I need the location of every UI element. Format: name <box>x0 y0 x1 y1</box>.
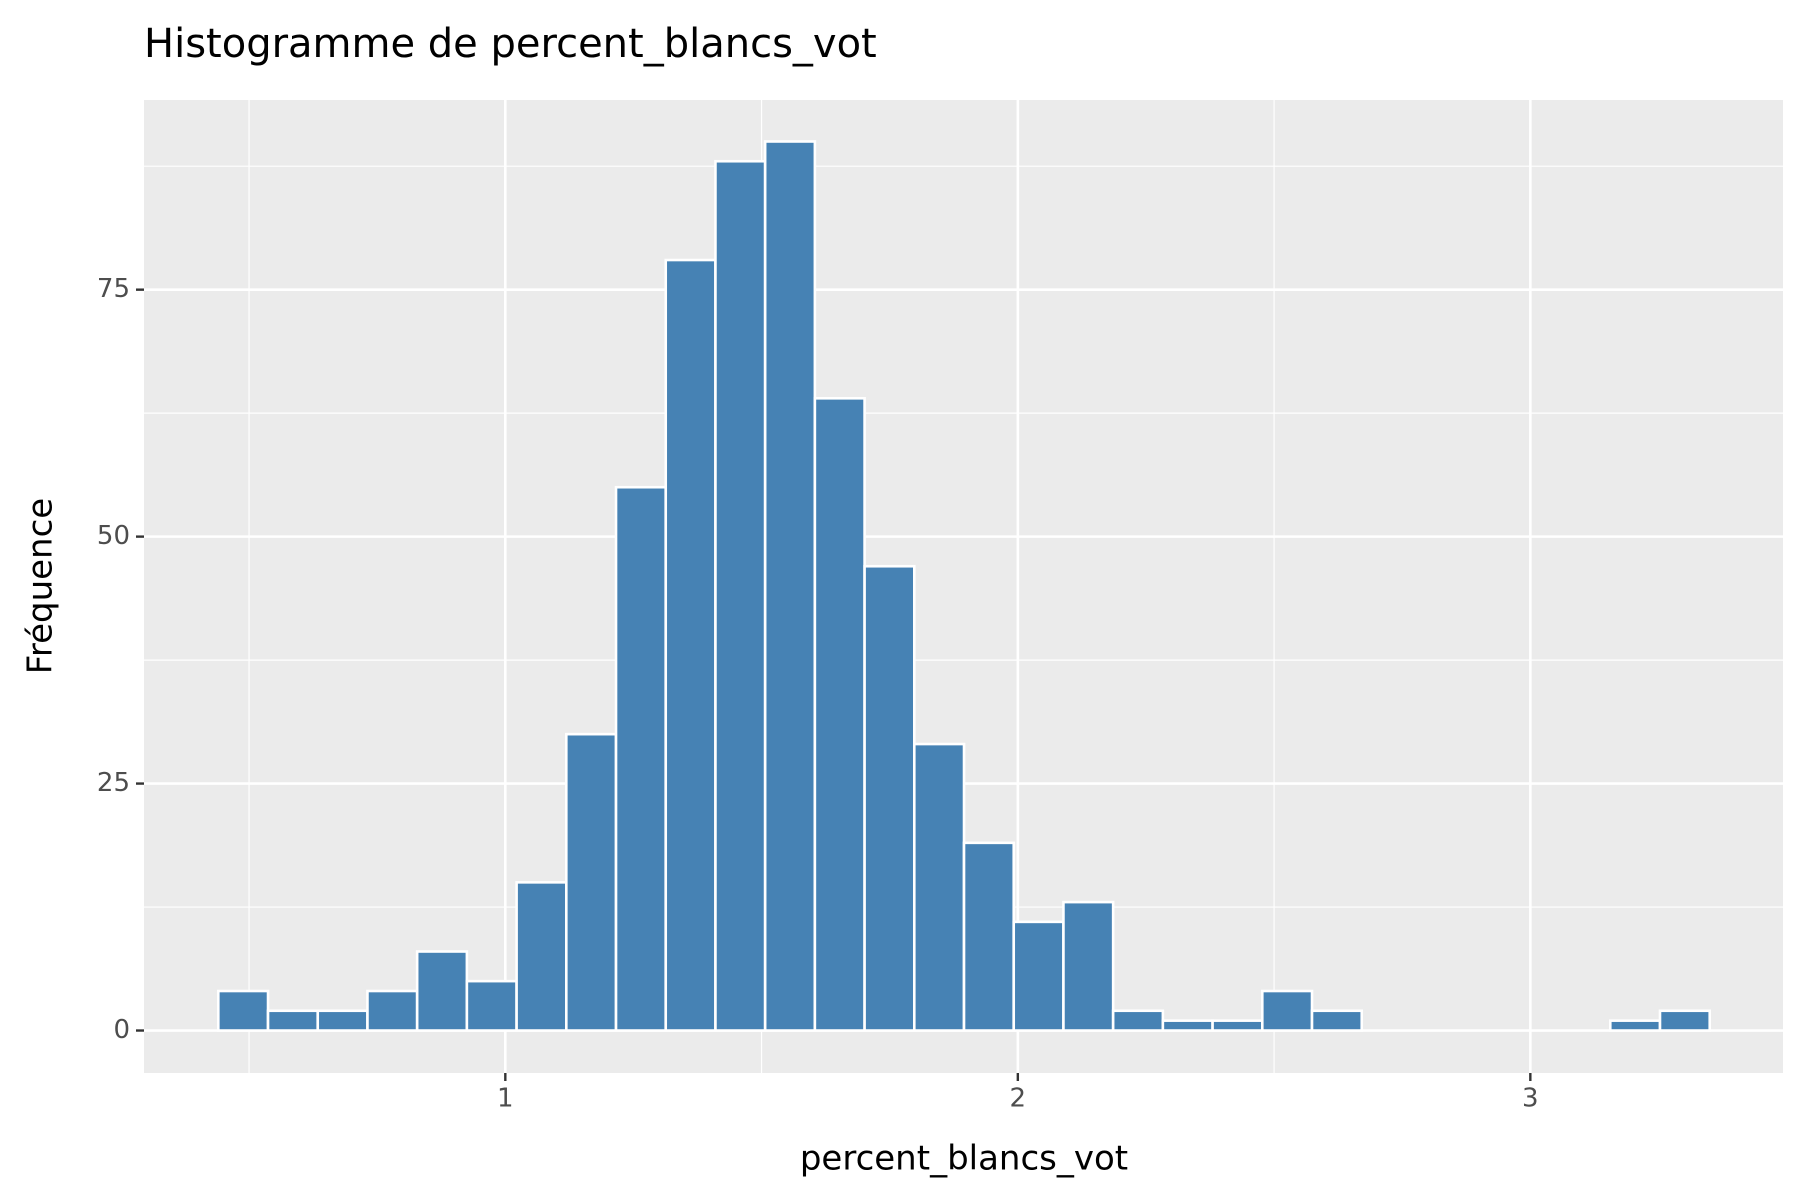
bar <box>266 1009 320 1032</box>
bar <box>1608 1019 1662 1032</box>
bar <box>714 159 767 1032</box>
bar <box>1211 1019 1264 1032</box>
bar <box>664 258 717 1032</box>
bar <box>1260 989 1314 1032</box>
bar <box>217 989 270 1032</box>
bar <box>863 564 916 1032</box>
y-tick-label: 0 <box>113 1015 130 1045</box>
bar <box>614 485 668 1032</box>
bar <box>813 397 866 1032</box>
y-tick-label: 75 <box>97 274 130 304</box>
y-axis-label: Fréquence <box>21 498 61 674</box>
bar <box>1658 1009 1712 1032</box>
y-tick-label: 50 <box>97 521 130 551</box>
bar <box>1062 900 1115 1032</box>
bar <box>1012 920 1065 1032</box>
x-tick-label: 1 <box>497 1084 514 1114</box>
bar <box>1161 1019 1214 1032</box>
bar <box>465 979 518 1032</box>
chart-title: Histogramme de percent_blancs_vot <box>144 21 877 67</box>
x-tick-label: 2 <box>1010 1084 1027 1114</box>
bar <box>565 732 618 1032</box>
bar <box>1111 1009 1165 1032</box>
bar <box>763 140 817 1032</box>
bar <box>366 989 419 1032</box>
y-tick-label: 25 <box>97 768 130 798</box>
bar <box>316 1009 369 1032</box>
bar <box>912 742 966 1032</box>
bar <box>515 881 568 1032</box>
bar <box>962 841 1016 1032</box>
bar <box>415 950 469 1032</box>
x-tick-label: 3 <box>1522 1084 1539 1114</box>
x-axis-label: percent_blancs_vot <box>800 1139 1128 1179</box>
bar <box>1310 1009 1364 1032</box>
